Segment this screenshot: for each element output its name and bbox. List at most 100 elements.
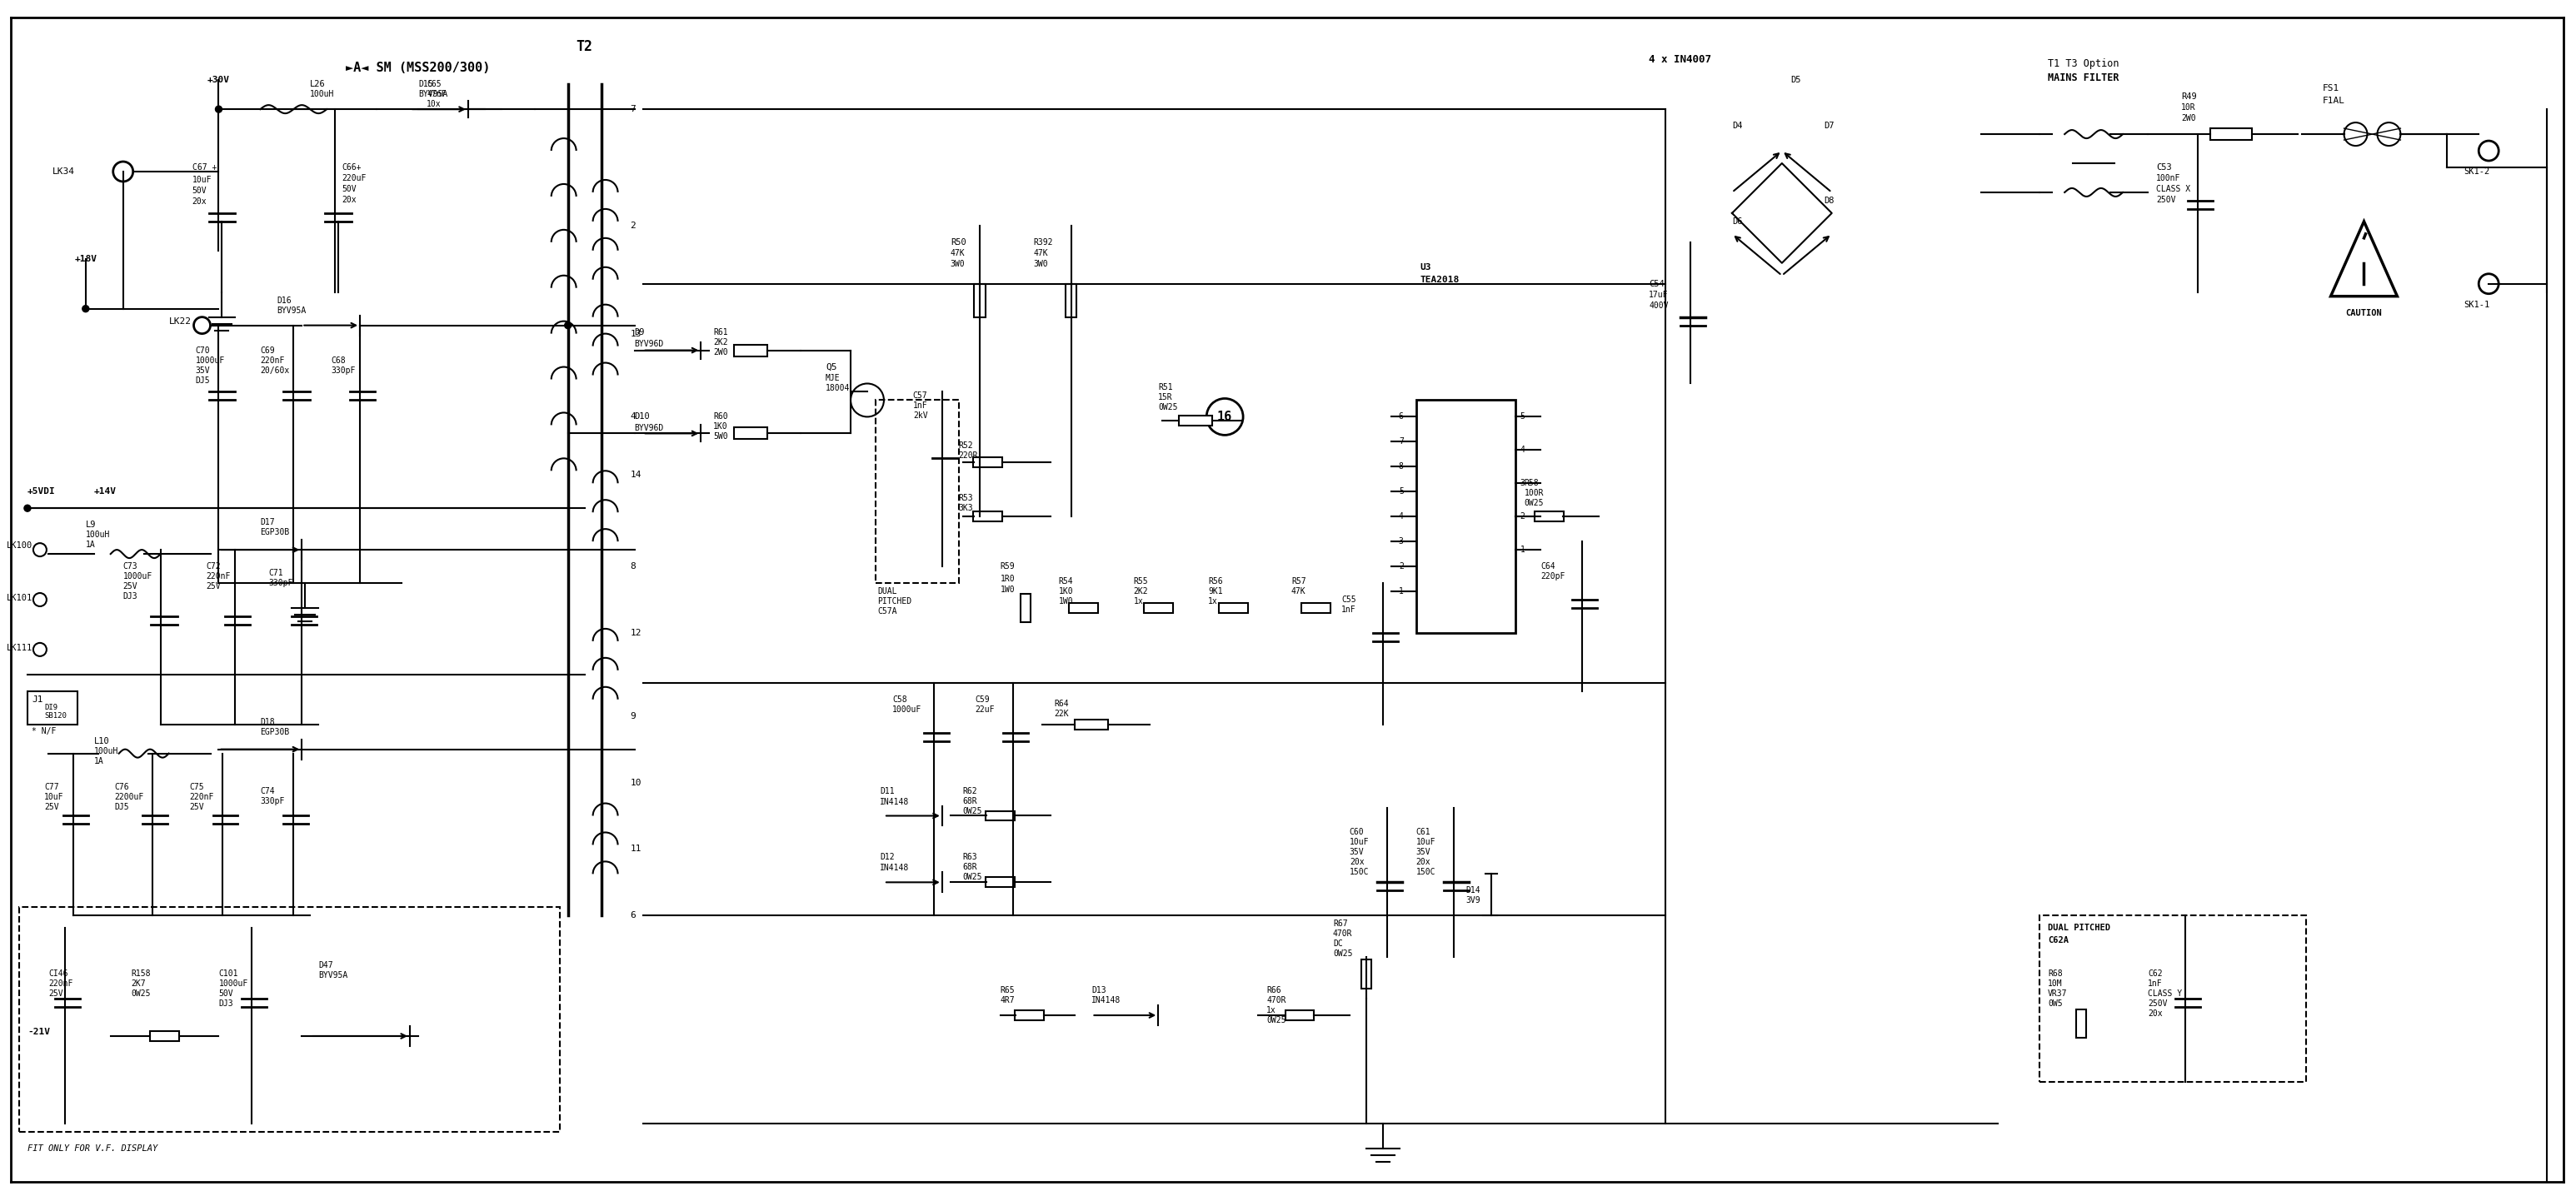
Text: TEA2018: TEA2018 [1419, 275, 1461, 283]
Text: T2: T2 [577, 39, 592, 54]
Text: L26: L26 [309, 80, 325, 89]
Text: 50V: 50V [193, 187, 206, 195]
Text: 0W25: 0W25 [131, 989, 152, 997]
Text: 220nF: 220nF [191, 793, 214, 801]
Bar [2210, 128, 2251, 140]
Text: 8: 8 [1399, 463, 1404, 471]
Text: 330pF: 330pF [330, 366, 355, 374]
Text: R60: R60 [714, 413, 729, 421]
Text: 1x: 1x [1133, 597, 1144, 605]
Text: 3: 3 [1399, 537, 1404, 545]
Text: MJE: MJE [827, 373, 840, 382]
Text: R56: R56 [1208, 578, 1224, 586]
Bar [1180, 416, 1213, 426]
Text: 220R: 220R [958, 452, 979, 460]
Text: EGP30B: EGP30B [260, 529, 289, 537]
Text: L10: L10 [93, 737, 111, 745]
Text: C69: C69 [260, 346, 276, 354]
Text: 330pF: 330pF [268, 579, 294, 587]
Text: 330pF: 330pF [260, 797, 286, 805]
Text: 470R: 470R [1267, 996, 1285, 1005]
Text: DI9
SB120: DI9 SB120 [44, 703, 67, 720]
Text: 7: 7 [1399, 438, 1404, 446]
Text: BYV96D: BYV96D [634, 340, 665, 348]
Text: 470R: 470R [1332, 929, 1352, 938]
Text: ►A◄ SM (MSS200/300): ►A◄ SM (MSS200/300) [345, 61, 489, 74]
Text: DJ5: DJ5 [196, 376, 211, 384]
Text: D47: D47 [319, 962, 332, 970]
Text: * N/F: * N/F [31, 727, 57, 736]
Text: C72: C72 [206, 562, 222, 570]
Text: 3W0: 3W0 [951, 260, 966, 268]
Text: 25V: 25V [124, 582, 137, 591]
Text: 2K2: 2K2 [1133, 587, 1149, 596]
Text: 1K0: 1K0 [1059, 587, 1074, 596]
Text: 18004: 18004 [827, 384, 850, 392]
Text: R65: R65 [999, 987, 1015, 995]
Text: D11: D11 [881, 787, 894, 795]
Text: 20x: 20x [193, 197, 206, 206]
Text: C59: C59 [976, 695, 989, 703]
Text: C73: C73 [124, 562, 137, 570]
Circle shape [2344, 122, 2367, 146]
Text: 0W25: 0W25 [963, 806, 981, 814]
Bar [1015, 1011, 1043, 1020]
Text: 3: 3 [1520, 480, 1525, 488]
Text: C54: C54 [1649, 280, 1664, 288]
Text: 35V: 35V [1417, 848, 1430, 856]
Text: VR37: VR37 [2048, 989, 2069, 997]
Text: 2W0: 2W0 [714, 348, 729, 356]
Text: D15: D15 [417, 80, 433, 89]
Text: 4: 4 [631, 413, 636, 421]
Text: C68: C68 [330, 356, 345, 365]
Text: D10: D10 [634, 413, 649, 421]
Text: 15R: 15R [1159, 393, 1172, 402]
Text: 0W5: 0W5 [2048, 1000, 2063, 1008]
Text: R57: R57 [1291, 578, 1306, 586]
Text: R68: R68 [2048, 970, 2063, 978]
Text: C65: C65 [428, 80, 440, 89]
Text: D14: D14 [1466, 886, 1481, 895]
Text: IN4148: IN4148 [881, 864, 909, 872]
Text: 150C: 150C [1350, 868, 1368, 877]
Text: 25V: 25V [49, 989, 62, 997]
Text: 4: 4 [1520, 446, 1525, 454]
Text: 47K: 47K [1033, 249, 1048, 257]
Text: 25V: 25V [191, 803, 204, 811]
Text: 10uF: 10uF [1417, 838, 1435, 847]
Bar [28, 691, 77, 725]
Text: C75: C75 [191, 782, 204, 791]
Bar [1074, 719, 1108, 730]
Text: D13: D13 [1092, 987, 1108, 995]
Text: 1000uF: 1000uF [891, 706, 922, 714]
Circle shape [82, 305, 90, 312]
Text: 35V: 35V [196, 366, 211, 374]
Text: 0W25: 0W25 [1332, 950, 1352, 958]
Text: R49: R49 [2182, 92, 2197, 100]
Text: SK1-2: SK1-2 [2463, 167, 2491, 176]
Text: 6: 6 [631, 911, 636, 920]
Text: 2200uF: 2200uF [116, 793, 144, 801]
Bar [1064, 283, 1077, 317]
Text: +5VDI: +5VDI [28, 488, 57, 496]
Text: R158: R158 [131, 970, 152, 978]
Text: 1: 1 [1520, 545, 1525, 554]
Text: 35V: 35V [1350, 848, 1365, 856]
Text: LK22: LK22 [170, 317, 191, 325]
Circle shape [2478, 274, 2499, 294]
Bar [1535, 512, 1564, 521]
Text: C74: C74 [260, 787, 276, 795]
Polygon shape [2331, 221, 2398, 297]
Text: R66: R66 [1267, 987, 1280, 995]
Bar [1020, 593, 1030, 623]
Text: 1nF: 1nF [1342, 605, 1355, 614]
Bar [149, 1031, 180, 1041]
Text: FS1: FS1 [2324, 84, 2339, 92]
Text: 2W0: 2W0 [2182, 114, 2195, 122]
Text: LK34: LK34 [52, 167, 75, 176]
Text: R59: R59 [999, 562, 1015, 570]
Text: C71: C71 [268, 569, 283, 578]
Text: 100R: 100R [1525, 489, 1543, 498]
Text: R61: R61 [714, 328, 729, 336]
Text: C53: C53 [2156, 163, 2172, 171]
